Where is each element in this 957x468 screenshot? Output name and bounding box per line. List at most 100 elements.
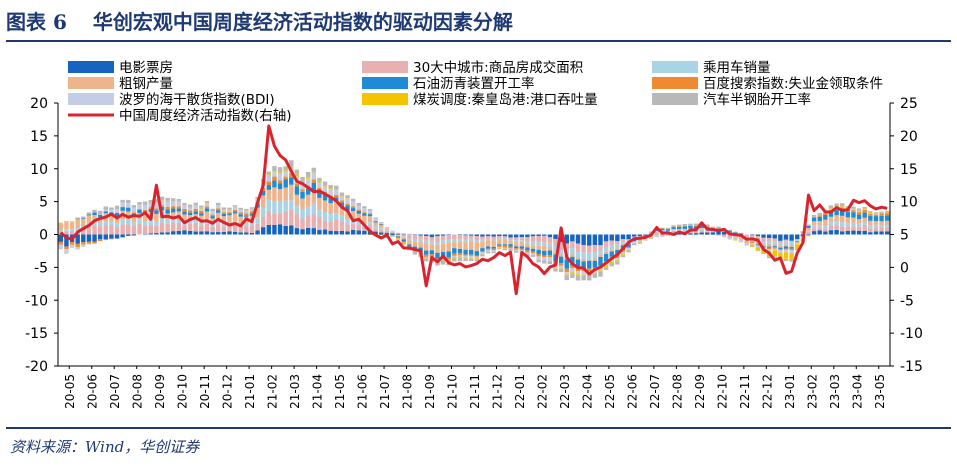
legend-label: 30大中城市:商品房成交面积 <box>413 59 583 76</box>
bar-house <box>485 236 491 239</box>
bar-movie <box>412 234 418 235</box>
bar-movie <box>789 234 794 241</box>
bar-house <box>390 232 395 234</box>
bar-house <box>536 236 541 243</box>
bar-asphalt <box>480 248 485 251</box>
bar-house <box>744 234 749 240</box>
bar-steel <box>187 215 193 221</box>
bar-bdi <box>109 209 114 213</box>
bar-asphalt <box>497 244 502 246</box>
bar-house <box>429 237 435 241</box>
bar-car <box>395 235 401 236</box>
bar-movie <box>182 230 187 235</box>
bar-movie <box>856 230 862 235</box>
bar-tire <box>328 185 333 189</box>
bar-house <box>884 227 890 232</box>
bar-bdi <box>317 182 322 188</box>
x-tick-label: 22-08 <box>670 374 684 409</box>
bar-steel <box>379 225 384 228</box>
bar-baidu <box>468 254 474 256</box>
left-tick-label: -15 <box>25 326 48 342</box>
bar-car <box>851 222 856 227</box>
bar-car <box>615 244 620 249</box>
bar-house <box>643 234 648 235</box>
bar-car <box>660 230 665 232</box>
right-tick-label: 15 <box>900 162 918 178</box>
bar-steel <box>440 243 446 252</box>
bar-steel <box>424 243 429 251</box>
bar-tire <box>598 271 603 277</box>
bar-house <box>317 216 322 230</box>
bar-asphalt <box>362 213 367 216</box>
right-tick-label: -10 <box>900 326 923 342</box>
bar-house <box>142 225 148 235</box>
index-line <box>59 124 888 296</box>
bar-baidu <box>474 255 480 257</box>
bar-movie <box>598 234 603 246</box>
bar-bdi <box>502 247 508 249</box>
bar-car <box>834 221 839 225</box>
bar-coal <box>165 200 170 202</box>
bar-tire <box>148 199 153 203</box>
bar-bdi <box>165 201 170 207</box>
bar-bdi <box>497 247 502 248</box>
bar-steel <box>710 230 716 232</box>
legend-label: 电影票房 <box>119 60 173 76</box>
bar-movie <box>305 228 311 235</box>
bar-baidu <box>879 213 884 216</box>
bar-bdi <box>755 245 761 248</box>
bar-asphalt <box>682 226 688 229</box>
bar-steel <box>199 215 204 221</box>
bar-baidu <box>873 214 879 217</box>
bar-tire <box>603 267 609 270</box>
bar-tire <box>238 207 243 210</box>
bar-tire <box>570 273 575 279</box>
bar-house <box>598 245 603 251</box>
legend-label: 乘用车销量 <box>703 59 771 76</box>
bar-coal <box>334 189 339 190</box>
bar-car <box>367 222 373 226</box>
bar-coal <box>840 205 845 207</box>
bar-coal <box>356 205 361 206</box>
bar-car <box>75 228 80 231</box>
bar-car <box>244 222 249 227</box>
bar-bdi <box>840 206 845 208</box>
bar-house <box>862 224 867 231</box>
bar-movie <box>603 234 609 242</box>
bar-house <box>463 235 468 240</box>
bar-coal <box>868 212 873 214</box>
bar-steel <box>491 240 496 247</box>
bar-bdi <box>508 248 513 250</box>
bar-car <box>345 219 350 225</box>
legend-label: 石油沥青装置开工率 <box>413 75 535 92</box>
bar-baidu <box>795 242 800 243</box>
bar-tire <box>283 166 288 171</box>
x-tick-label: 21-10 <box>446 374 460 409</box>
bar-tire <box>884 211 890 213</box>
x-tick-label: 23-02 <box>805 374 819 409</box>
bar-asphalt <box>457 248 463 254</box>
bar-bdi <box>778 250 783 253</box>
bar-baidu <box>778 249 783 251</box>
bar-tire <box>221 207 227 210</box>
bar-baidu <box>446 257 451 260</box>
bar-house <box>300 219 305 230</box>
bar-steel <box>547 246 553 251</box>
bar-asphalt <box>356 210 361 214</box>
bar-movie <box>811 231 817 235</box>
bar-car <box>457 239 463 242</box>
x-tick-label: 21-11 <box>468 374 482 409</box>
bar-asphalt <box>137 209 142 214</box>
bar-asphalt <box>840 209 845 216</box>
bar-steel <box>581 259 586 262</box>
bar-bdi <box>637 240 643 243</box>
bar-coal <box>879 212 884 214</box>
bar-asphalt <box>227 213 232 216</box>
bar-asphalt <box>513 246 519 249</box>
source-note: 资料来源：Wind，华创证券 <box>10 438 200 456</box>
bar-coal <box>69 221 75 223</box>
bar-bdi <box>114 209 120 213</box>
bar-asphalt <box>884 215 890 221</box>
bar-house <box>114 227 120 235</box>
bar-car <box>806 230 811 232</box>
